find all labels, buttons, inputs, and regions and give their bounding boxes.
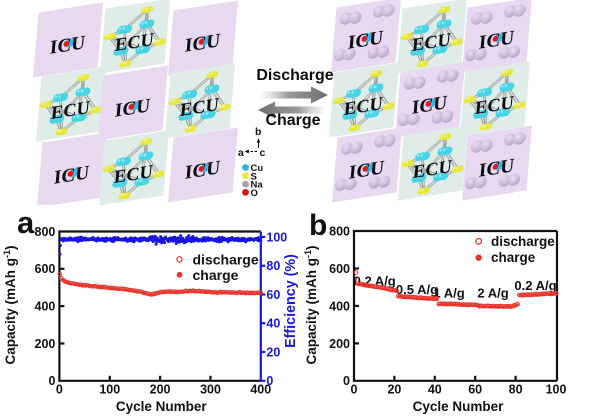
svg-text:800: 800 <box>329 224 350 238</box>
svg-text:0: 0 <box>266 374 273 388</box>
svg-text:600: 600 <box>35 262 56 276</box>
svg-text:a: a <box>17 205 35 240</box>
svg-text:60: 60 <box>266 288 280 302</box>
svg-text:S: S <box>251 171 257 182</box>
svg-text:Capacity (mAh g-1): Capacity (mAh g-1) <box>303 245 319 364</box>
svg-text:discharge: discharge <box>193 251 259 267</box>
svg-text:0: 0 <box>48 374 55 388</box>
svg-text:100: 100 <box>546 382 567 396</box>
svg-text:40: 40 <box>428 382 442 396</box>
svg-text:600: 600 <box>329 262 350 276</box>
svg-text:0.2 A/g: 0.2 A/g <box>514 278 556 293</box>
svg-text:300: 300 <box>200 382 221 396</box>
svg-text:charge: charge <box>491 250 536 265</box>
svg-text:20: 20 <box>387 382 401 396</box>
svg-text:discharge: discharge <box>491 234 555 249</box>
svg-text:800: 800 <box>35 225 56 239</box>
svg-text:Discharge: Discharge <box>256 67 333 84</box>
svg-text:200: 200 <box>35 337 56 351</box>
svg-text:charge: charge <box>193 267 239 283</box>
svg-text:2 A/g: 2 A/g <box>477 286 508 301</box>
svg-text:0: 0 <box>351 382 358 396</box>
svg-text:O: O <box>251 188 258 199</box>
svg-text:Cu: Cu <box>251 163 264 174</box>
svg-text:0: 0 <box>343 374 350 388</box>
svg-text:400: 400 <box>35 300 56 314</box>
svg-text:c: c <box>260 147 266 159</box>
svg-text:Na: Na <box>251 180 264 191</box>
svg-text:Capacity (mAh g-1): Capacity (mAh g-1) <box>2 245 18 364</box>
svg-text:0.5 A/g: 0.5 A/g <box>396 282 438 297</box>
svg-text:Efficiency (%): Efficiency (%) <box>283 254 299 348</box>
svg-text:Cycle Number: Cycle Number <box>413 399 505 414</box>
svg-text:1 A/g: 1 A/g <box>433 286 464 301</box>
svg-text:200: 200 <box>150 382 171 396</box>
svg-text:b: b <box>255 126 261 138</box>
svg-text:100: 100 <box>266 230 287 244</box>
svg-text:Charge: Charge <box>265 112 320 129</box>
svg-text:80: 80 <box>509 382 523 396</box>
svg-text:80: 80 <box>266 259 280 273</box>
svg-text:40: 40 <box>266 317 280 331</box>
svg-text:a: a <box>238 147 244 159</box>
svg-text:100: 100 <box>99 382 120 396</box>
svg-text:20: 20 <box>266 345 280 359</box>
svg-text:200: 200 <box>329 337 350 351</box>
svg-text:b: b <box>309 209 327 242</box>
svg-text:0: 0 <box>56 382 63 396</box>
svg-text:400: 400 <box>329 299 350 313</box>
svg-text:60: 60 <box>468 382 482 396</box>
svg-text:400: 400 <box>250 382 271 396</box>
svg-text:Cycle Number: Cycle Number <box>116 399 208 414</box>
